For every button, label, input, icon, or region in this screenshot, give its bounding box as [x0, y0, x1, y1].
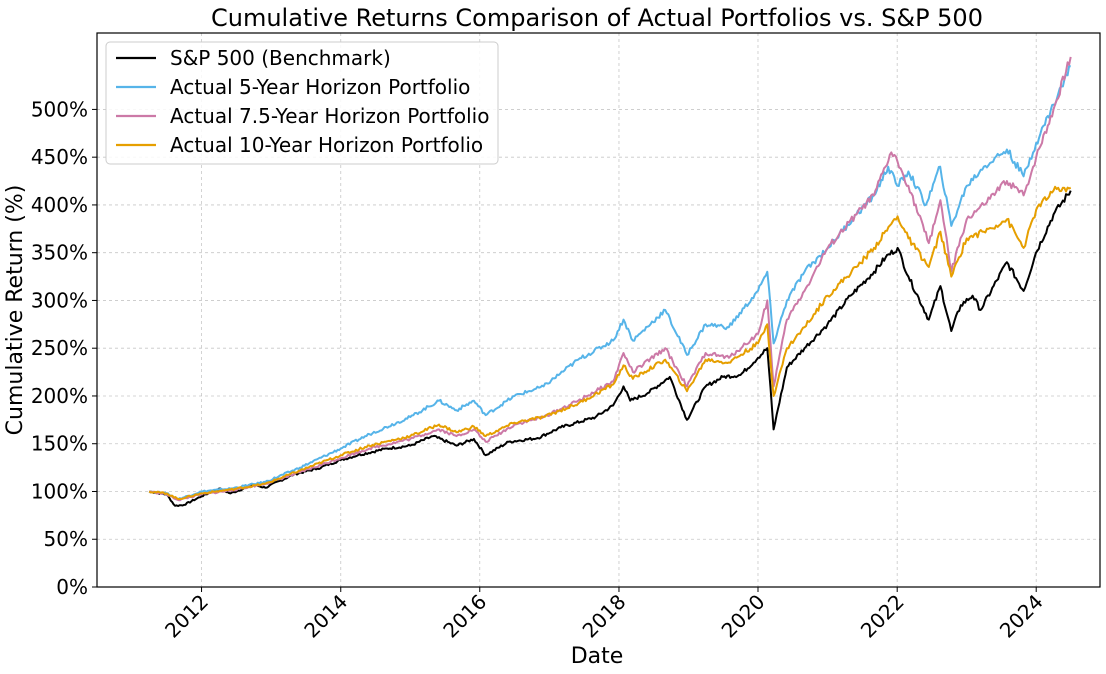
y-tick-label: 450%: [31, 145, 88, 169]
y-tick-label: 300%: [31, 288, 88, 312]
series-layer: [148, 56, 1072, 507]
legend-label: S&P 500 (Benchmark): [170, 46, 391, 70]
y-tick-label: 400%: [31, 193, 88, 217]
y-axis: 0% 50% 100% 150% 200% 250% 300% 350% 400% 450% 500…: [31, 97, 97, 599]
y-tick-label: 0%: [56, 575, 88, 599]
plot-frame: [96, 32, 1101, 588]
chart-title: Cumulative Returns Comparison of Actual …: [211, 4, 983, 32]
series-line-2: [149, 56, 1072, 502]
legend-box: [105, 41, 499, 165]
legend-label: Actual 7.5-Year Horizon Portfolio: [170, 104, 489, 128]
legend: S&P 500 (Benchmark) Actual 5-Year Horizon…: [105, 41, 499, 165]
y-tick-label: 150%: [31, 432, 88, 456]
series-line-3: [148, 185, 1072, 501]
y-tick-label: 250%: [31, 336, 88, 360]
y-tick-label: 350%: [31, 241, 88, 265]
y-tick-label: 100%: [31, 479, 88, 503]
legend-label: Actual 5-Year Horizon Portfolio: [170, 75, 470, 99]
series-line-1: [148, 65, 1071, 501]
legend-label: Actual 10-Year Horizon Portfolio: [170, 133, 483, 157]
y-tick-label: 200%: [31, 384, 88, 408]
y-tick-label: 500%: [31, 97, 88, 121]
x-axis-title: Date: [571, 644, 624, 669]
y-tick-label: 50%: [44, 527, 88, 551]
y-axis-title: Cumulative Return (%): [3, 185, 28, 436]
